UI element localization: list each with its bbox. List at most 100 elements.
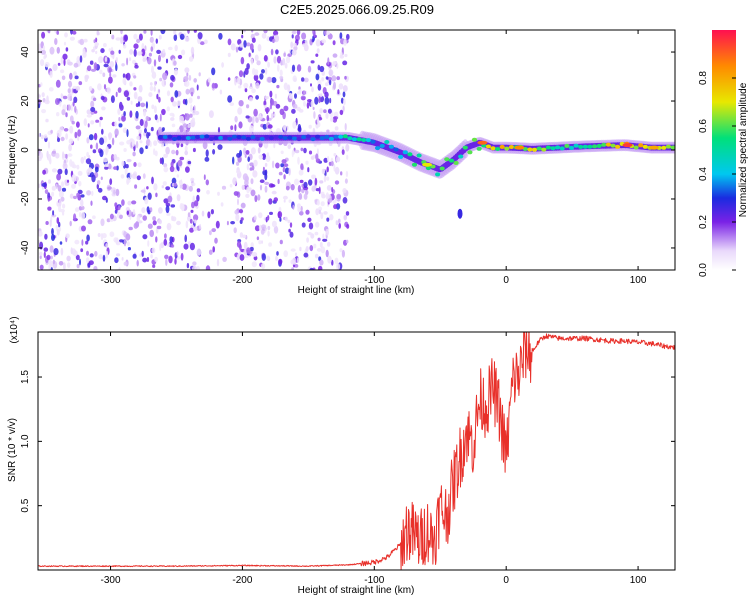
noise-speck	[79, 211, 82, 218]
noise-speck	[264, 95, 269, 100]
noise-speck	[51, 185, 56, 191]
ridge-core	[287, 135, 293, 140]
noise-speck	[84, 75, 89, 83]
noise-speck	[308, 179, 313, 186]
noise-speck	[92, 97, 97, 102]
noise-speck	[112, 74, 117, 78]
noise-speck	[47, 141, 51, 149]
noise-speck	[276, 55, 282, 64]
noise-speck	[184, 98, 188, 106]
ridge-core	[204, 134, 210, 139]
isolated-blob	[457, 208, 463, 219]
noise-speck	[319, 108, 323, 114]
noise-speck	[325, 76, 329, 80]
noise-speck	[290, 259, 296, 265]
noise-speck	[98, 56, 104, 64]
noise-speck	[137, 101, 141, 107]
noise-speck	[248, 52, 251, 57]
noise-speck	[39, 255, 42, 260]
noise-speck	[172, 101, 177, 107]
noise-speck	[97, 83, 102, 91]
noise-speck	[154, 256, 159, 262]
noise-speck	[80, 156, 85, 164]
noise-speck	[146, 257, 150, 262]
snr-y-tick-label: 1.0	[20, 434, 31, 448]
ridge-core	[375, 146, 381, 151]
ridge-core	[425, 166, 431, 171]
noise-speck	[239, 254, 245, 261]
noise-speck	[74, 131, 78, 139]
noise-speck	[342, 60, 348, 66]
noise-speck	[152, 216, 157, 221]
noise-speck	[129, 172, 132, 179]
noise-speck	[148, 52, 152, 57]
noise-speck	[244, 67, 249, 75]
noise-speck	[197, 32, 203, 40]
noise-speck	[253, 74, 259, 82]
noise-speck	[316, 48, 320, 54]
ridge-core	[342, 134, 348, 139]
noise-speck	[275, 162, 280, 169]
noise-speck	[148, 92, 153, 98]
noise-speck	[296, 64, 302, 72]
snr-x-tick-label: -100	[364, 575, 384, 586]
noise-speck	[151, 247, 156, 254]
noise-speck	[193, 200, 199, 207]
noise-speck	[346, 33, 350, 40]
noise-speck	[72, 164, 77, 169]
noise-speck	[257, 147, 261, 154]
noise-speck	[326, 176, 330, 181]
noise-speck	[39, 251, 43, 256]
noise-speck	[161, 185, 164, 189]
noise-speck	[234, 209, 239, 215]
noise-speck	[234, 124, 237, 132]
noise-speck	[318, 206, 323, 212]
noise-speck	[196, 84, 199, 91]
noise-speck	[50, 267, 53, 270]
noise-speck	[81, 239, 84, 246]
ridge-core	[301, 135, 307, 140]
noise-speck	[305, 209, 310, 215]
spectrogram-y-tick-label: -40	[20, 240, 31, 255]
noise-speck	[261, 263, 266, 270]
ridge-core	[559, 146, 565, 151]
noise-speck	[113, 166, 118, 170]
noise-speck	[217, 191, 220, 196]
noise-speck	[315, 221, 320, 228]
noise-speck	[174, 44, 178, 52]
noise-speck	[152, 220, 157, 226]
noise-speck	[95, 37, 98, 43]
noise-speck	[142, 257, 148, 263]
noise-speck	[76, 192, 80, 198]
noise-speck	[68, 138, 74, 144]
noise-speck	[316, 116, 320, 124]
noise-speck	[288, 228, 291, 233]
ridge-core	[324, 134, 330, 139]
noise-speck	[315, 53, 319, 57]
noise-speck	[185, 88, 190, 95]
noise-speck	[306, 237, 309, 243]
noise-speck	[279, 69, 283, 77]
noise-speck	[80, 248, 84, 253]
noise-speck	[93, 39, 96, 44]
ridge-core	[527, 147, 533, 152]
ridge-core	[504, 146, 510, 151]
noise-speck	[249, 246, 254, 252]
noise-speck	[51, 214, 57, 218]
noise-speck	[258, 240, 262, 245]
noise-speck	[115, 237, 119, 245]
noise-speck	[133, 33, 138, 40]
noise-speck	[63, 58, 66, 66]
noise-speck	[156, 49, 162, 55]
noise-speck	[57, 168, 63, 175]
noise-speck	[201, 210, 205, 217]
noise-speck	[70, 247, 73, 255]
noise-speck	[192, 109, 196, 116]
noise-speck	[119, 141, 125, 146]
noise-speck	[60, 181, 65, 187]
noise-speck	[181, 203, 185, 212]
ridge-core	[499, 144, 505, 149]
noise-speck	[114, 121, 117, 127]
noise-speck	[73, 213, 77, 222]
noise-speck	[324, 30, 327, 36]
